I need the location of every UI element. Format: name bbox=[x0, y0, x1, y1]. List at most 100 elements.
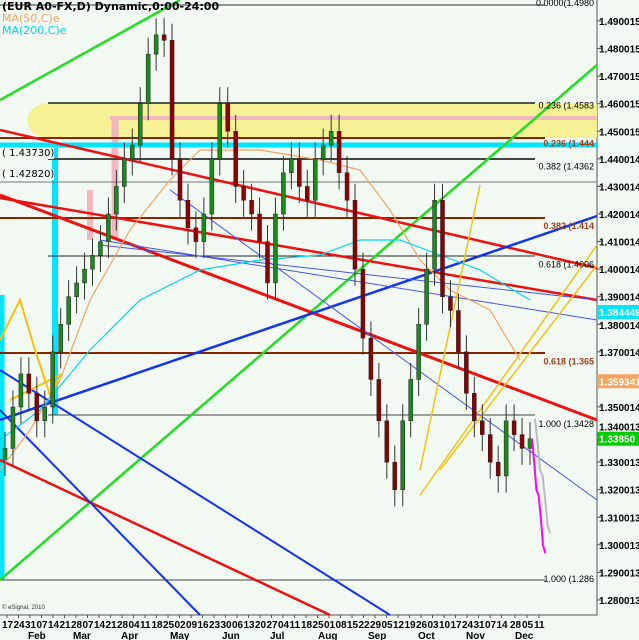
red-trendline bbox=[0, 458, 331, 617]
level-label: ( 1.43730) bbox=[2, 148, 55, 159]
x-tick-label: 02 bbox=[175, 620, 187, 631]
candle-body bbox=[344, 172, 350, 201]
candle-body bbox=[249, 199, 254, 215]
candle-body bbox=[169, 40, 175, 160]
fib-label: 0.236 (1.444 bbox=[543, 138, 594, 148]
x-tick-label: 11 bbox=[140, 620, 151, 631]
candle-body bbox=[217, 103, 223, 160]
yellow-channel bbox=[419, 244, 598, 496]
x-tick-label: 07 bbox=[83, 620, 95, 631]
candle-body bbox=[448, 296, 453, 311]
candle-body bbox=[456, 310, 461, 353]
candles bbox=[2, 18, 551, 554]
y-tick-label: 1.370014 bbox=[599, 348, 639, 359]
fib-label: 0.382 (1.4362 bbox=[538, 161, 594, 171]
candle-body bbox=[90, 255, 95, 270]
candle-body bbox=[368, 337, 374, 380]
x-tick-label: 04 bbox=[129, 620, 141, 631]
candle-body bbox=[440, 199, 445, 297]
fib-label: 0.618 (1.365 bbox=[543, 356, 594, 366]
y-tick-label: 1.400014 bbox=[599, 265, 639, 276]
candle-body bbox=[392, 461, 398, 490]
candle-body bbox=[177, 158, 183, 201]
candle-body bbox=[305, 186, 310, 201]
y-tick-label: 1.470015 bbox=[599, 72, 639, 83]
month-label: Dec bbox=[515, 631, 534, 640]
x-tick-label: 05 bbox=[382, 620, 394, 631]
blue-trendline bbox=[0, 369, 391, 616]
chart-title: (EUR A0-FX,D) Dynamic,0:00-24:00 bbox=[2, 0, 220, 13]
x-tick-label: 18 bbox=[152, 620, 164, 631]
blue-trendline bbox=[99, 239, 598, 321]
x-tick-label: 28 bbox=[117, 620, 129, 631]
candle-body bbox=[265, 241, 270, 284]
x-tick-label: 03 bbox=[428, 620, 440, 631]
y-tick-label: 1.390014 bbox=[599, 293, 639, 304]
x-tick-label: 19 bbox=[405, 620, 417, 631]
candle-body bbox=[352, 199, 358, 270]
candle-body bbox=[66, 296, 71, 325]
candle-body bbox=[384, 420, 390, 463]
candle-body bbox=[10, 406, 16, 449]
green-trendline bbox=[0, 64, 598, 581]
candle-body bbox=[336, 131, 342, 173]
month-label: Mar bbox=[73, 631, 91, 640]
y-tick-label: 1.440014 bbox=[599, 155, 639, 166]
candle-body bbox=[82, 268, 87, 284]
candle-body bbox=[153, 34, 159, 55]
red-trendline bbox=[0, 196, 598, 302]
x-tick-label: 21 bbox=[106, 620, 118, 631]
x-tick-label: 11 bbox=[534, 620, 545, 631]
x-tick-label: 25 bbox=[313, 620, 325, 631]
x-tick-label: 01 bbox=[324, 620, 336, 631]
x-tick-label: 14 bbox=[48, 620, 60, 631]
month-label: Feb bbox=[28, 631, 46, 640]
y-tick-label: 1.420014 bbox=[599, 210, 639, 221]
y-tick-label: 1.410014 bbox=[599, 238, 639, 249]
candle-body bbox=[185, 199, 191, 229]
month-label: Sep bbox=[368, 631, 386, 640]
candle-body bbox=[312, 158, 318, 201]
candle-body bbox=[114, 186, 119, 215]
price-badge-label: 1.33850 bbox=[599, 435, 636, 446]
x-tick-label: 30 bbox=[221, 620, 233, 631]
x-tick-label: 24 bbox=[462, 620, 474, 631]
candle-body bbox=[233, 131, 238, 187]
candle-body bbox=[98, 241, 103, 256]
candle-body bbox=[376, 379, 382, 422]
candle-body bbox=[2, 448, 8, 460]
candle-body bbox=[74, 282, 79, 297]
y-tick-label: 1.280013 bbox=[599, 596, 639, 607]
candle-body bbox=[209, 158, 215, 215]
fib-labels: 0.0000(1.4980 0.236 (1.4583 0.236 (1.444 0.… bbox=[536, 0, 594, 584]
candle-body bbox=[503, 420, 509, 477]
projection-shadow bbox=[534, 418, 551, 534]
candle-body bbox=[42, 406, 48, 422]
y-tick-label: 1.290013 bbox=[599, 568, 639, 579]
candle-body bbox=[193, 227, 199, 242]
month-label: Oct bbox=[418, 631, 435, 640]
candle-body bbox=[106, 213, 111, 242]
candle-body bbox=[360, 268, 366, 339]
x-tick-label: 12 bbox=[393, 620, 405, 631]
fib-label: 1.000 (1.3428 bbox=[538, 419, 594, 429]
x-tick-label: 13 bbox=[244, 620, 256, 631]
x-tick-label: 14 bbox=[497, 620, 509, 631]
y-tick-label: 1.340013 bbox=[599, 423, 639, 434]
candle-body bbox=[495, 461, 501, 477]
legend-ma50: MA(50,C)e bbox=[2, 12, 60, 25]
month-label: Jul bbox=[270, 631, 285, 640]
copyright: © eSignal, 2010 bbox=[2, 605, 45, 611]
month-label: Apr bbox=[121, 631, 138, 640]
candle-body bbox=[50, 351, 55, 408]
candle-body bbox=[201, 213, 207, 242]
candle-body bbox=[281, 172, 286, 215]
x-tick-label: 15 bbox=[347, 620, 359, 631]
candle-body bbox=[432, 199, 437, 270]
candle-body bbox=[161, 34, 167, 41]
x-tick-label: 16 bbox=[198, 620, 210, 631]
y-tick-label: 1.300013 bbox=[599, 541, 639, 552]
candle-body bbox=[320, 144, 326, 160]
x-tick-label: 29 bbox=[370, 620, 382, 631]
